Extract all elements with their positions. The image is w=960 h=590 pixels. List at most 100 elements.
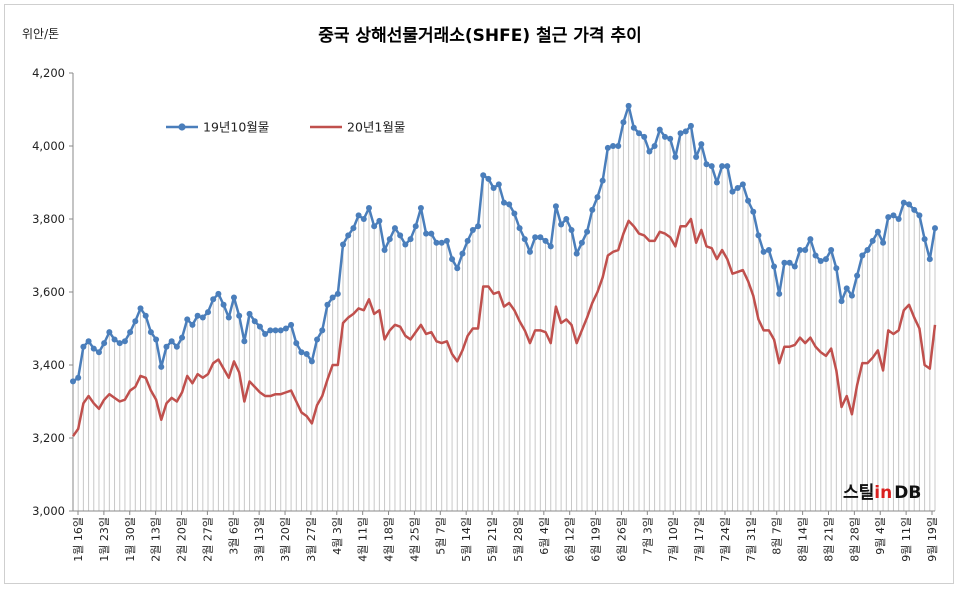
data-point-19-oct [412, 223, 419, 230]
data-point-19-oct [454, 265, 461, 272]
data-point-19-oct [932, 225, 938, 232]
data-point-19-oct [755, 232, 762, 239]
data-point-19-oct [95, 349, 102, 356]
data-point-19-oct [163, 343, 170, 350]
legend-marker-series-1 [178, 123, 186, 131]
data-point-19-oct [677, 130, 684, 137]
data-point-19-oct [251, 318, 258, 325]
data-point-19-oct [526, 248, 533, 255]
x-tick-label: 7월 3일 [640, 517, 654, 555]
data-point-19-oct [745, 197, 752, 204]
legend-label-series-1: 19년10월물 [203, 120, 269, 135]
data-point-19-oct [724, 163, 731, 170]
data-point-19-oct [641, 133, 648, 140]
x-axis: 1월 16일 1월 23일 1월 30일 2월 13일 2월 20일 2월 27일 3월 6… [71, 510, 939, 562]
data-point-19-oct [288, 321, 295, 328]
data-point-19-oct [111, 336, 118, 343]
data-point-19-oct [516, 225, 523, 232]
data-point-19-oct [262, 330, 269, 337]
data-point-19-oct [552, 203, 559, 210]
x-tick-label: 3월 6일 [226, 517, 240, 555]
data-point-19-oct [698, 141, 705, 148]
x-tick-label: 9월 11일 [899, 517, 913, 562]
x-tick-label: 2월 20일 [175, 517, 189, 562]
data-point-19-oct [501, 199, 507, 206]
data-point-19-oct [355, 212, 362, 219]
data-point-19-oct [215, 290, 222, 297]
data-point-19-oct [179, 334, 186, 341]
data-point-19-oct [314, 336, 321, 343]
data-point-19-oct [132, 318, 139, 325]
logo-part-a: 스틸 [843, 482, 874, 503]
data-point-19-oct [230, 294, 237, 301]
data-point-19-oct [864, 247, 871, 254]
data-point-19-oct [319, 327, 326, 334]
data-point-19-oct [106, 329, 113, 336]
data-point-19-oct [173, 343, 180, 350]
data-point-19-oct [121, 338, 128, 345]
data-point-19-oct [822, 256, 829, 263]
data-point-19-oct [885, 214, 892, 221]
data-point-19-oct [277, 327, 284, 334]
data-point-19-oct [807, 236, 814, 243]
x-tick-label: 7월 10일 [666, 517, 680, 562]
x-tick-label: 7월 24일 [718, 517, 732, 562]
x-tick-label: 8월 14일 [796, 517, 810, 562]
data-point-19-oct [703, 161, 710, 168]
data-point-19-oct [578, 239, 585, 246]
data-point-19-oct [438, 239, 445, 246]
x-tick-label: 3월 20일 [278, 517, 292, 562]
x-tick-label: 6월 26일 [614, 517, 628, 562]
data-point-19-oct [812, 252, 819, 259]
data-point-19-oct [433, 239, 440, 246]
data-point-19-oct [371, 223, 378, 230]
data-point-19-oct [236, 312, 243, 319]
data-point-19-oct [828, 247, 835, 254]
data-point-19-oct [391, 225, 398, 232]
data-point-19-oct [604, 144, 611, 151]
data-point-19-oct [589, 206, 596, 213]
data-point-19-oct [687, 122, 694, 129]
data-point-19-oct [760, 248, 767, 255]
y-tick-label: 3,200 [32, 431, 65, 445]
data-point-19-oct [459, 250, 466, 257]
data-point-19-oct [734, 184, 741, 191]
data-point-19-oct [298, 349, 305, 356]
data-point-19-oct [900, 199, 907, 206]
data-point-19-oct [895, 216, 902, 222]
data-point-19-oct [386, 236, 393, 243]
data-point-19-oct [843, 285, 850, 292]
data-point-19-oct [833, 265, 840, 272]
data-point-19-oct [568, 226, 575, 233]
data-point-19-oct [469, 226, 476, 233]
data-point-19-oct [693, 153, 700, 160]
data-point-19-oct [168, 338, 175, 345]
data-point-19-oct [127, 329, 134, 336]
x-tick-label: 7월 31일 [744, 517, 758, 562]
data-point-19-oct [360, 216, 367, 222]
data-point-19-oct [584, 228, 591, 235]
drop-lines [72, 105, 936, 511]
steelin-db-logo: 스틸in DB [843, 482, 921, 503]
data-point-19-oct [786, 259, 793, 266]
data-point-19-oct [890, 212, 897, 219]
logo-part-c: DB [894, 483, 921, 503]
data-point-19-oct [672, 153, 679, 160]
data-point-19-oct [599, 177, 606, 184]
x-tick-label: 8월 21일 [821, 517, 835, 562]
data-point-19-oct [563, 216, 570, 222]
data-point-19-oct [70, 378, 76, 385]
data-point-19-oct [220, 301, 227, 308]
x-tick-label: 6월 12일 [563, 517, 577, 562]
data-point-19-oct [796, 247, 803, 254]
data-point-19-oct [719, 163, 726, 170]
data-point-19-oct [329, 294, 336, 301]
x-tick-label: 3월 13일 [252, 517, 266, 562]
data-point-19-oct [142, 312, 149, 319]
data-point-19-oct [838, 298, 845, 305]
x-tick-label: 4월 3일 [330, 517, 344, 555]
x-tick-label: 2월 13일 [149, 517, 163, 562]
data-point-19-oct [610, 143, 617, 149]
y-axis: 3,000 3,200 3,400 3,600 3,800 4,000 4,200 [32, 66, 74, 518]
